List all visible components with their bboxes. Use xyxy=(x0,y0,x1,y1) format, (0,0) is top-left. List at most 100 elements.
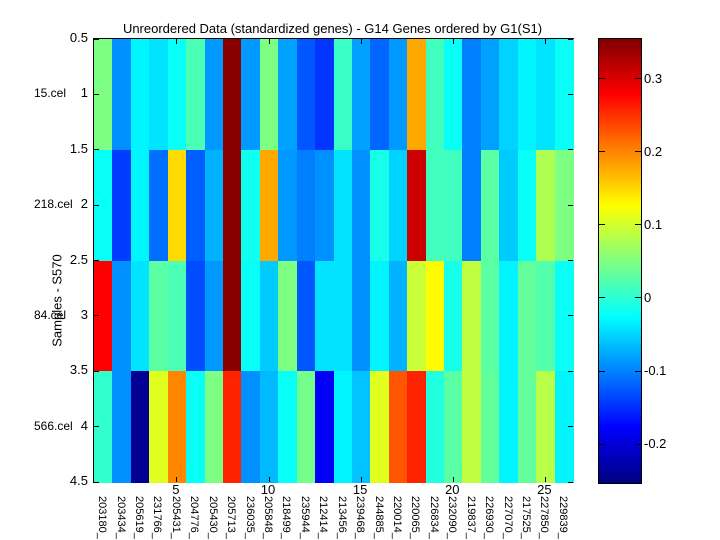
heatmap-cell xyxy=(407,260,427,372)
tick-mark xyxy=(452,39,454,44)
heatmap-cell xyxy=(517,149,537,262)
heatmap-cell xyxy=(204,149,224,262)
gene-id-label: 244885_ xyxy=(372,496,385,539)
heatmap-cell xyxy=(94,260,114,372)
colorbar-tick-mark xyxy=(635,224,641,226)
heatmap-cell xyxy=(480,260,500,372)
heatmap-cell xyxy=(278,149,298,262)
heatmap-cell xyxy=(296,371,316,483)
y-tick-label: 3 xyxy=(80,306,88,322)
heatmap-cell xyxy=(444,39,464,151)
heatmap-cell xyxy=(167,260,187,372)
y-tick-label: 2 xyxy=(80,196,88,212)
heatmap-cell xyxy=(222,260,242,372)
tick-mark xyxy=(94,315,99,317)
tick-mark xyxy=(176,477,178,482)
gene-id-label: 205713_ xyxy=(225,496,238,539)
gene-id-label: 226930_ xyxy=(483,496,496,539)
heatmap-cell xyxy=(499,39,519,151)
gene-id-label: 212414_ xyxy=(317,496,330,539)
heatmap-cell xyxy=(554,149,574,262)
gene-id-label: 218499_ xyxy=(280,496,293,539)
heatmap-cell xyxy=(112,260,132,372)
heatmap-cell xyxy=(462,39,482,151)
heatmap-cell xyxy=(444,260,464,372)
tick-mark xyxy=(94,481,99,483)
heatmap-cell xyxy=(480,149,500,262)
heatmap-cell xyxy=(222,39,242,151)
gene-id-label: 231766_ xyxy=(151,496,164,539)
y-tick-label: 4 xyxy=(80,417,88,433)
heatmap-cell xyxy=(462,371,482,483)
heatmap-cell xyxy=(130,39,150,151)
gene-id-label: 227070_ xyxy=(501,496,514,539)
heatmap-cell xyxy=(517,371,537,483)
heatmap-cell xyxy=(315,39,335,151)
gene-id-label: 220065_ xyxy=(409,496,422,539)
x-tick-label: 15 xyxy=(352,482,368,497)
heatmap-cell xyxy=(149,260,169,372)
heatmap-cell xyxy=(425,371,445,483)
heatmap-cell xyxy=(351,39,371,151)
gene-id-label: 227850_ xyxy=(538,496,551,539)
tick-mark xyxy=(544,39,546,44)
heatmap-cell xyxy=(388,371,408,483)
heatmap-cell xyxy=(333,371,353,483)
heatmap-cell xyxy=(407,39,427,151)
x-tick-label: 20 xyxy=(445,482,460,497)
heatmap-cell xyxy=(167,39,187,151)
tick-mark xyxy=(452,477,454,482)
tick-mark xyxy=(268,477,270,482)
colorbar-tick-mark xyxy=(635,297,641,299)
heatmap-cell xyxy=(425,39,445,151)
heatmap-cell xyxy=(554,371,574,483)
heatmap-cell xyxy=(351,371,371,483)
y-tick-label: 1.5 xyxy=(69,140,88,156)
heatmap-cell xyxy=(333,260,353,372)
heatmap-cell xyxy=(296,39,316,151)
gene-id-label: 232090_ xyxy=(446,496,459,539)
colorbar-tick-mark xyxy=(599,78,605,80)
heatmap-cell xyxy=(370,149,390,262)
tick-mark xyxy=(94,149,99,151)
heatmap-cell xyxy=(186,149,206,262)
heatmap-cell xyxy=(388,260,408,372)
heatmap-cell xyxy=(186,371,206,483)
heatmap-cell xyxy=(517,39,537,151)
tick-mark xyxy=(94,38,99,40)
heatmap-cell xyxy=(204,39,224,151)
heatmap-cell xyxy=(186,260,206,372)
colorbar-tick-label: 0 xyxy=(644,289,652,305)
heatmap-cell xyxy=(480,39,500,151)
heatmap-cell xyxy=(315,260,335,372)
tick-mark xyxy=(94,204,99,206)
tick-mark xyxy=(568,149,573,151)
colorbar-tick-mark xyxy=(599,297,605,299)
heatmap-cell xyxy=(167,371,187,483)
heatmap-cell xyxy=(517,260,537,372)
x-tick-label: 25 xyxy=(537,482,552,497)
tick-mark xyxy=(94,93,99,95)
heatmap-cell xyxy=(241,260,261,372)
colorbar xyxy=(598,38,642,484)
heatmap-cell xyxy=(407,371,427,483)
sample-label: 15.cel xyxy=(34,86,67,101)
y-tick-label: 4.5 xyxy=(69,473,88,488)
heatmap-cell xyxy=(315,371,335,483)
heatmap-cell xyxy=(315,149,335,262)
heatmap-cell xyxy=(204,260,224,372)
heatmap-cell xyxy=(222,371,242,483)
tick-mark xyxy=(568,260,573,261)
heatmap-cell xyxy=(388,149,408,262)
heatmap-cell xyxy=(370,39,390,151)
heatmap-cell xyxy=(259,39,279,151)
heatmap-cell xyxy=(370,260,390,372)
heatmap-cell xyxy=(222,149,242,262)
sample-label: 566.cel xyxy=(34,418,73,433)
heatmap-cell xyxy=(407,149,427,262)
heatmap-cell xyxy=(444,149,464,262)
tick-mark xyxy=(568,93,573,95)
heatmap-cell xyxy=(425,260,445,372)
heatmap-cell xyxy=(94,149,114,262)
sample-label: 84.cel xyxy=(34,307,67,322)
